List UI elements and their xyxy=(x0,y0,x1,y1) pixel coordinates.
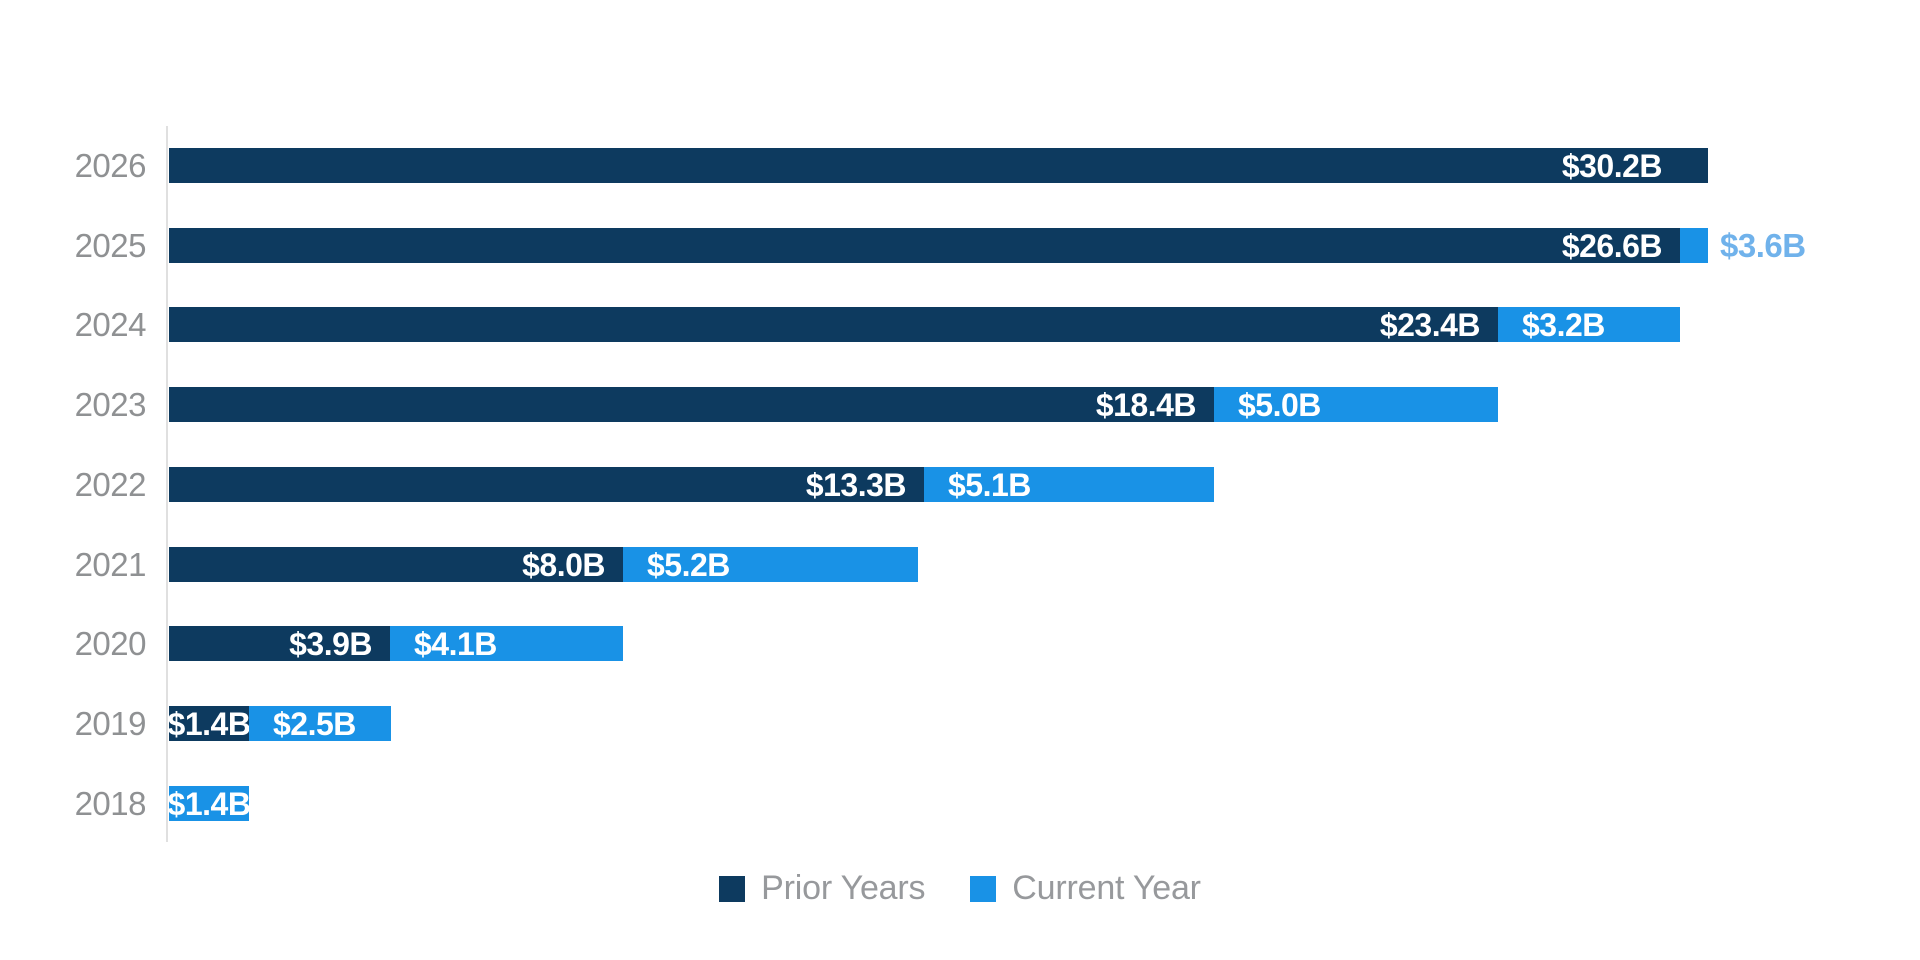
bar-segment-current xyxy=(169,786,249,821)
y-axis-label: 2018 xyxy=(74,785,147,822)
y-axis-label: 2024 xyxy=(74,306,147,343)
bar-value-label: $5.2B xyxy=(647,547,730,582)
bar-value-label: $5.0B xyxy=(1238,387,1321,422)
bar-row-2021: 2021 $8.0B $5.2B xyxy=(0,547,1920,582)
bar-row-2024: 2024 $23.4B $3.2B xyxy=(0,307,1920,342)
plot-area: $23.4B $3.2B xyxy=(169,307,1708,342)
plot-area: $18.4B $5.0B xyxy=(169,387,1708,422)
y-axis-label: 2023 xyxy=(74,386,147,423)
bar-segment-prior xyxy=(169,706,249,741)
bar-value-label: $30.2B xyxy=(1561,148,1663,183)
bar-value-label: $13.3B xyxy=(805,467,907,502)
legend-swatch-prior-years-icon xyxy=(719,875,746,902)
plot-area: $30.2B xyxy=(169,148,1708,183)
plot-area: $1.4B xyxy=(169,786,1708,821)
bar-segment-current xyxy=(924,467,1214,502)
y-axis-label: 2019 xyxy=(74,705,147,742)
bar-segment-current xyxy=(249,706,391,741)
bar-value-label: $1.4B xyxy=(169,706,251,741)
legend-label-current-year: Current Year xyxy=(1012,869,1201,907)
legend: Prior Years Current Year xyxy=(0,869,1920,908)
y-axis-label: 2021 xyxy=(74,546,147,583)
bar-segment-current xyxy=(1680,228,1708,263)
bar-segment-current xyxy=(1498,307,1680,342)
bar-segment-current xyxy=(623,547,918,582)
bar-segment-current xyxy=(390,626,623,661)
legend-item-current-year: Current Year xyxy=(970,869,1201,908)
plot-area: $3.9B $4.1B xyxy=(169,626,1708,661)
bar-segment-prior xyxy=(169,148,1708,183)
y-axis-label: 2026 xyxy=(74,147,147,184)
bar-row-2023: 2023 $18.4B $5.0B xyxy=(0,387,1920,422)
legend-swatch-current-year-icon xyxy=(970,875,997,902)
bar-row-2020: 2020 $3.9B $4.1B xyxy=(0,626,1920,661)
y-axis-label: 2020 xyxy=(74,625,147,662)
legend-label-prior-years: Prior Years xyxy=(761,869,926,907)
bar-value-label: $8.0B xyxy=(522,547,605,582)
plot-area: $1.4B $2.5B xyxy=(169,706,1708,741)
bar-row-2018: 2018 $1.4B xyxy=(0,786,1920,821)
bar-row-2025: 2025 $26.6B $3.6B xyxy=(0,227,1920,264)
bar-segment-prior xyxy=(169,387,1214,422)
bar-value-label-outside: $3.6B xyxy=(1720,227,1806,264)
plot-area: $13.3B $5.1B xyxy=(169,467,1708,502)
bar-row-2022: 2022 $13.3B $5.1B xyxy=(0,467,1920,502)
bar-segment-prior xyxy=(169,467,924,502)
bar-segment-prior xyxy=(169,307,1498,342)
bar-value-label: $1.4B xyxy=(169,786,251,821)
bar-value-label: $2.5B xyxy=(273,706,356,741)
bar-value-label: $5.1B xyxy=(948,467,1031,502)
bar-value-label: $3.2B xyxy=(1522,307,1605,342)
bar-value-label: $18.4B xyxy=(1095,387,1197,422)
bar-segment-prior xyxy=(169,228,1680,263)
bar-row-2026: 2026 $30.2B xyxy=(0,148,1920,183)
bar-segment-prior xyxy=(169,626,390,661)
bar-value-label: $23.4B xyxy=(1379,307,1481,342)
bar-value-label: $3.9B xyxy=(289,626,372,661)
bar-row-2019: 2019 $1.4B $2.5B xyxy=(0,706,1920,741)
y-axis-label: 2022 xyxy=(74,466,147,503)
plot-area: $8.0B $5.2B xyxy=(169,547,1708,582)
bar-segment-prior xyxy=(169,547,623,582)
y-axis-line xyxy=(166,126,168,842)
bar-value-label: $26.6B xyxy=(1561,228,1663,263)
y-axis-label: 2025 xyxy=(74,227,147,264)
plot-area: $26.6B xyxy=(169,228,1708,263)
bar-segment-current xyxy=(1214,387,1498,422)
legend-item-prior-years: Prior Years xyxy=(719,869,925,908)
bar-value-label: $4.1B xyxy=(414,626,497,661)
